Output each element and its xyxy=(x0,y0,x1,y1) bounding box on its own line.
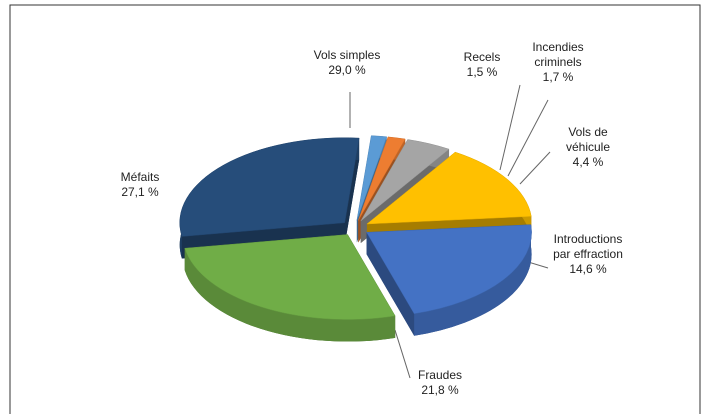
leader-line xyxy=(507,99,549,177)
data-label: Méfaits 27,1 % xyxy=(105,170,175,200)
label-value: 4,4 % xyxy=(572,155,604,169)
pie-slice xyxy=(184,234,396,342)
chart-frame xyxy=(9,4,701,414)
data-label: Recels 1,5 % xyxy=(457,50,507,80)
label-name: Vols de véhicule xyxy=(565,125,611,154)
pie-slice xyxy=(179,137,360,259)
leader-line xyxy=(519,151,551,185)
label-name: Vols simples xyxy=(313,48,381,62)
slice-top xyxy=(358,136,406,221)
slice-side xyxy=(184,248,396,342)
label-name: Fraudes xyxy=(417,368,463,382)
label-value: 1,7 % xyxy=(542,70,574,84)
label-value: 1,5 % xyxy=(466,65,498,79)
label-value: 21,8 % xyxy=(421,383,459,397)
label-name: Introductions par effraction xyxy=(553,232,623,261)
slice-side xyxy=(414,224,532,336)
slice-top xyxy=(184,234,396,320)
pie-slice xyxy=(366,224,532,336)
leader-line xyxy=(499,84,521,171)
label-value: 27,1 % xyxy=(121,185,159,199)
label-value: 29,0 % xyxy=(328,63,366,77)
label-name: Recels xyxy=(463,50,501,64)
label-name: Méfaits xyxy=(120,170,160,184)
label-value: 14,6 % xyxy=(569,262,607,276)
slice-top xyxy=(356,135,387,221)
slice-top xyxy=(366,224,532,314)
slice-wall xyxy=(366,232,415,336)
slice-wall xyxy=(344,138,360,245)
data-label: Introductions par effraction 14,6 % xyxy=(553,232,623,277)
label-name: Incendies criminels xyxy=(532,40,584,69)
data-label: Vols simples 29,0 % xyxy=(292,48,402,78)
slice-top xyxy=(179,137,360,237)
leader-line xyxy=(394,329,411,379)
data-label: Fraudes 21,8 % xyxy=(405,368,475,398)
slice-top xyxy=(366,151,532,225)
data-label: Vols de véhicule 4,4 % xyxy=(553,125,623,170)
slice-top xyxy=(360,139,450,222)
data-label: Incendies criminels 1,7 % xyxy=(518,40,598,85)
